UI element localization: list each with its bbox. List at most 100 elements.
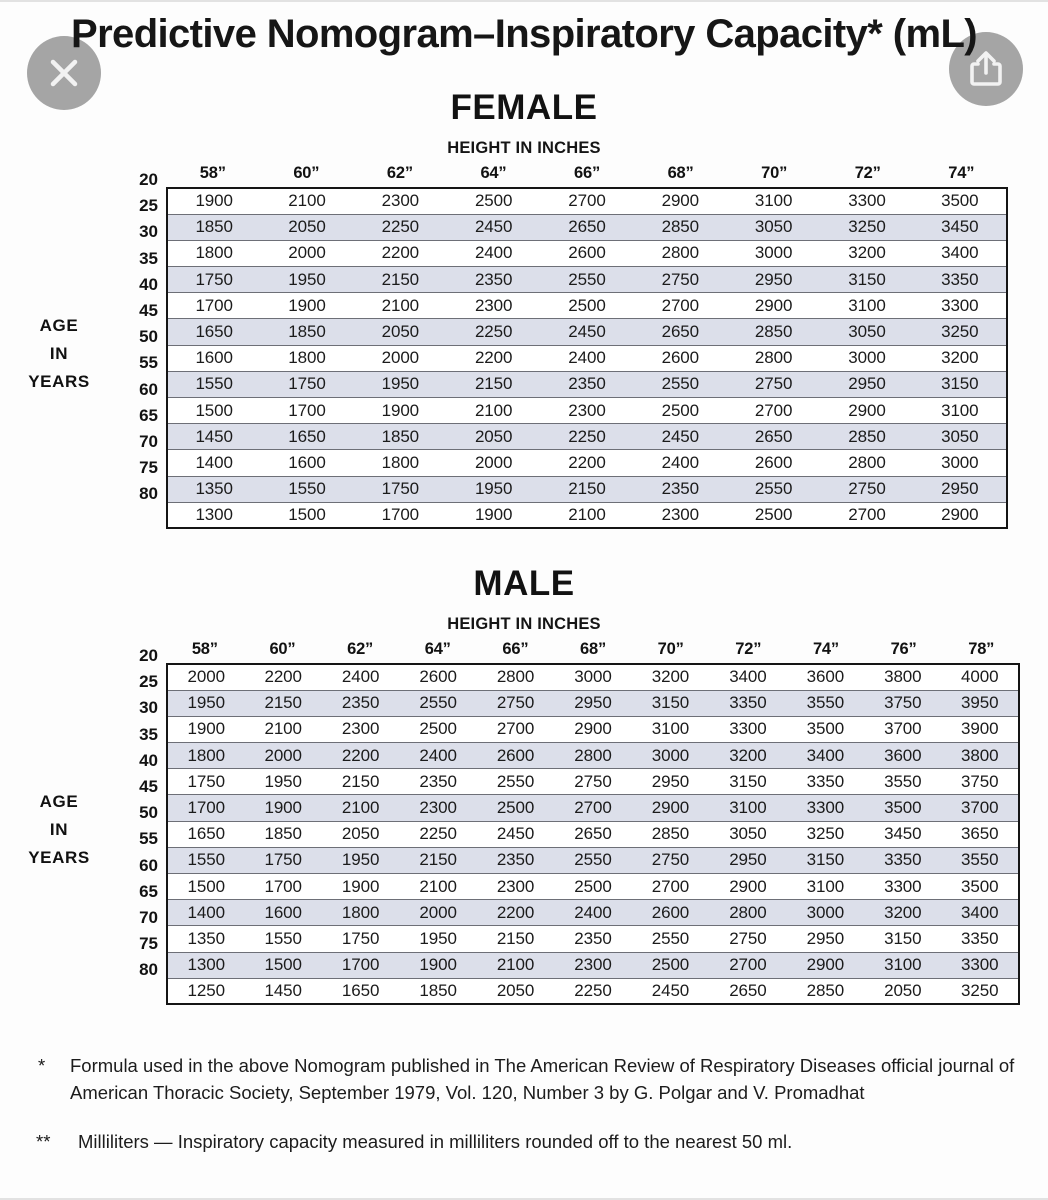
age-label-30: 30 xyxy=(139,222,158,242)
cell-age35-h4: 2550 xyxy=(540,266,634,294)
cell-age20-h7: 3300 xyxy=(820,188,914,215)
cell-age75-h2: 1700 xyxy=(321,951,400,979)
cell-age25-h3: 2550 xyxy=(399,689,477,717)
cell-age75-h5: 2350 xyxy=(633,475,727,503)
cell-age75-h7: 2750 xyxy=(820,475,914,503)
cell-age65-h6: 2650 xyxy=(726,423,821,451)
cell-age70-h4: 2200 xyxy=(540,449,634,477)
cell-age40-h7: 3150 xyxy=(709,768,787,796)
cell-age25-h5: 2950 xyxy=(554,689,632,717)
cell-age30-h1: 2000 xyxy=(260,239,354,268)
cell-age35-h6: 3000 xyxy=(631,742,710,770)
cell-age35-h5: 2800 xyxy=(554,742,632,770)
cell-age20-h2: 2400 xyxy=(321,664,400,691)
cell-age40-h10: 3750 xyxy=(941,768,1019,796)
cell-age20-h3: 2500 xyxy=(446,188,541,215)
column-header-2: 62” xyxy=(386,164,413,182)
page-title: Predictive Nomogram–Inspiratory Capacity… xyxy=(71,12,978,56)
cell-age25-h8: 3450 xyxy=(913,213,1007,241)
cell-age45-h9: 3500 xyxy=(864,794,942,822)
male-section-title: MALE xyxy=(473,564,575,603)
cell-age70-h1: 1550 xyxy=(244,925,322,953)
cell-age35-h3: 2400 xyxy=(399,742,477,770)
cell-age70-h3: 1950 xyxy=(399,925,477,953)
female-table-block: AGE IN YEARS 20 25 30 35 40 45 50 55 60 65 70 75 80 … xyxy=(0,164,1048,530)
cell-age70-h5: 2400 xyxy=(633,449,727,477)
cell-age60-h0: 1500 xyxy=(167,872,245,901)
column-header-5: 68” xyxy=(667,164,694,182)
cell-age35-h10: 3800 xyxy=(941,742,1019,770)
cell-age65-h2: 1850 xyxy=(353,423,447,451)
cell-age25-h2: 2350 xyxy=(321,689,400,717)
cell-age30-h8: 3500 xyxy=(786,715,865,744)
cell-age70-h9: 3150 xyxy=(864,925,942,953)
cell-age40-h5: 2750 xyxy=(554,768,632,796)
male-data-table: 2000 2200 2400 2600 2800 3000 3200 3400 3600 3800… xyxy=(166,663,1020,1006)
female-height-label: HEIGHT IN INCHES xyxy=(447,139,601,157)
cell-age65-h7: 2850 xyxy=(820,423,914,451)
cell-age25-h10: 3950 xyxy=(941,689,1019,717)
female-age-column: 20 25 30 35 40 45 50 55 60 65 70 75 80 xyxy=(118,164,166,529)
cell-age55-h2: 1950 xyxy=(353,370,447,399)
cell-age50-h2: 2050 xyxy=(321,820,400,848)
cell-age30-h3: 2500 xyxy=(399,715,477,744)
male-section: MALE HEIGHT IN INCHES AGE IN YEARS 20 25 3… xyxy=(0,564,1048,1006)
cell-age35-h7: 3150 xyxy=(820,266,914,294)
cell-age50-h0: 1600 xyxy=(167,344,261,372)
age-label-60: 60 xyxy=(139,379,158,399)
cell-age20-h3: 2600 xyxy=(399,664,477,691)
cell-age70-h7: 2800 xyxy=(820,449,914,477)
cell-age55-h4: 2350 xyxy=(540,370,634,399)
cell-age75-h0: 1350 xyxy=(167,475,261,503)
cell-age30-h9: 3700 xyxy=(864,715,942,744)
cell-age80-h8: 2850 xyxy=(786,977,865,1005)
cell-age35-h4: 2600 xyxy=(476,742,555,770)
cell-age20-h8: 3600 xyxy=(786,664,865,691)
cell-age65-h9: 3200 xyxy=(864,899,942,927)
cell-age40-h0: 1750 xyxy=(167,768,245,796)
cell-age45-h2: 2100 xyxy=(321,794,400,822)
cell-age40-h6: 2950 xyxy=(631,768,710,796)
cell-age25-h4: 2650 xyxy=(540,213,634,241)
cell-age70-h6: 2550 xyxy=(631,925,710,953)
cell-age75-h0: 1300 xyxy=(167,951,245,979)
age-label-45: 45 xyxy=(139,777,158,797)
cell-age60-h7: 2900 xyxy=(709,872,787,901)
cell-age40-h3: 2350 xyxy=(399,768,477,796)
column-header-9: 76” xyxy=(890,640,917,658)
cell-age70-h8: 3000 xyxy=(913,449,1007,477)
table-row: 1950 2150 2350 2550 2750 2950 3150 3350 3550 3750… xyxy=(167,689,1019,717)
age-caption-line-3: YEARS xyxy=(28,371,90,391)
cell-age75-h7: 2700 xyxy=(709,951,787,979)
column-header-8: 74” xyxy=(812,640,839,658)
cell-age60-h4: 2300 xyxy=(476,872,555,901)
cell-age45-h0: 1650 xyxy=(167,318,261,346)
cell-age50-h1: 1800 xyxy=(260,344,354,372)
cell-age55-h0: 1550 xyxy=(167,370,261,399)
column-header-2: 62” xyxy=(347,640,374,658)
age-label-70: 70 xyxy=(139,907,158,927)
cell-age20-h5: 2900 xyxy=(633,188,727,215)
table-row: 1400 1600 1800 2000 2200 2400 2600 2800 3000 3200… xyxy=(167,899,1019,927)
cell-age70-h1: 1600 xyxy=(260,449,354,477)
cell-age45-h5: 2650 xyxy=(633,318,727,346)
age-label-65: 65 xyxy=(139,405,158,425)
share-button[interactable] xyxy=(949,32,1023,106)
cell-age25-h4: 2750 xyxy=(476,689,555,717)
table-row: 1350 1550 1750 1950 2150 2350 2550 2750 2950 3150… xyxy=(167,925,1019,953)
age-label-55: 55 xyxy=(139,829,158,849)
cell-age60-h2: 1900 xyxy=(353,396,447,425)
table-row: 1650 1850 2050 2250 2450 2650 2850 3050 3250 xyxy=(167,318,1007,346)
male-height-label: HEIGHT IN INCHES xyxy=(447,615,601,633)
cell-age60-h1: 1700 xyxy=(260,396,354,425)
cell-age55-h7: 2950 xyxy=(709,846,787,875)
cell-age80-h4: 2050 xyxy=(476,977,555,1005)
footnote-1: * Formula used in the above Nomogram publ… xyxy=(36,1052,1026,1106)
cell-age70-h2: 1800 xyxy=(353,449,447,477)
male-column-headers: 58” 60” 62” 64” 66” 68” 70” 72” 74” 76” 78” xyxy=(166,640,1020,663)
age-label-20: 20 xyxy=(139,646,158,666)
column-header-3: 64” xyxy=(424,640,451,658)
cell-age35-h6: 2950 xyxy=(726,266,821,294)
close-button[interactable] xyxy=(27,36,101,110)
